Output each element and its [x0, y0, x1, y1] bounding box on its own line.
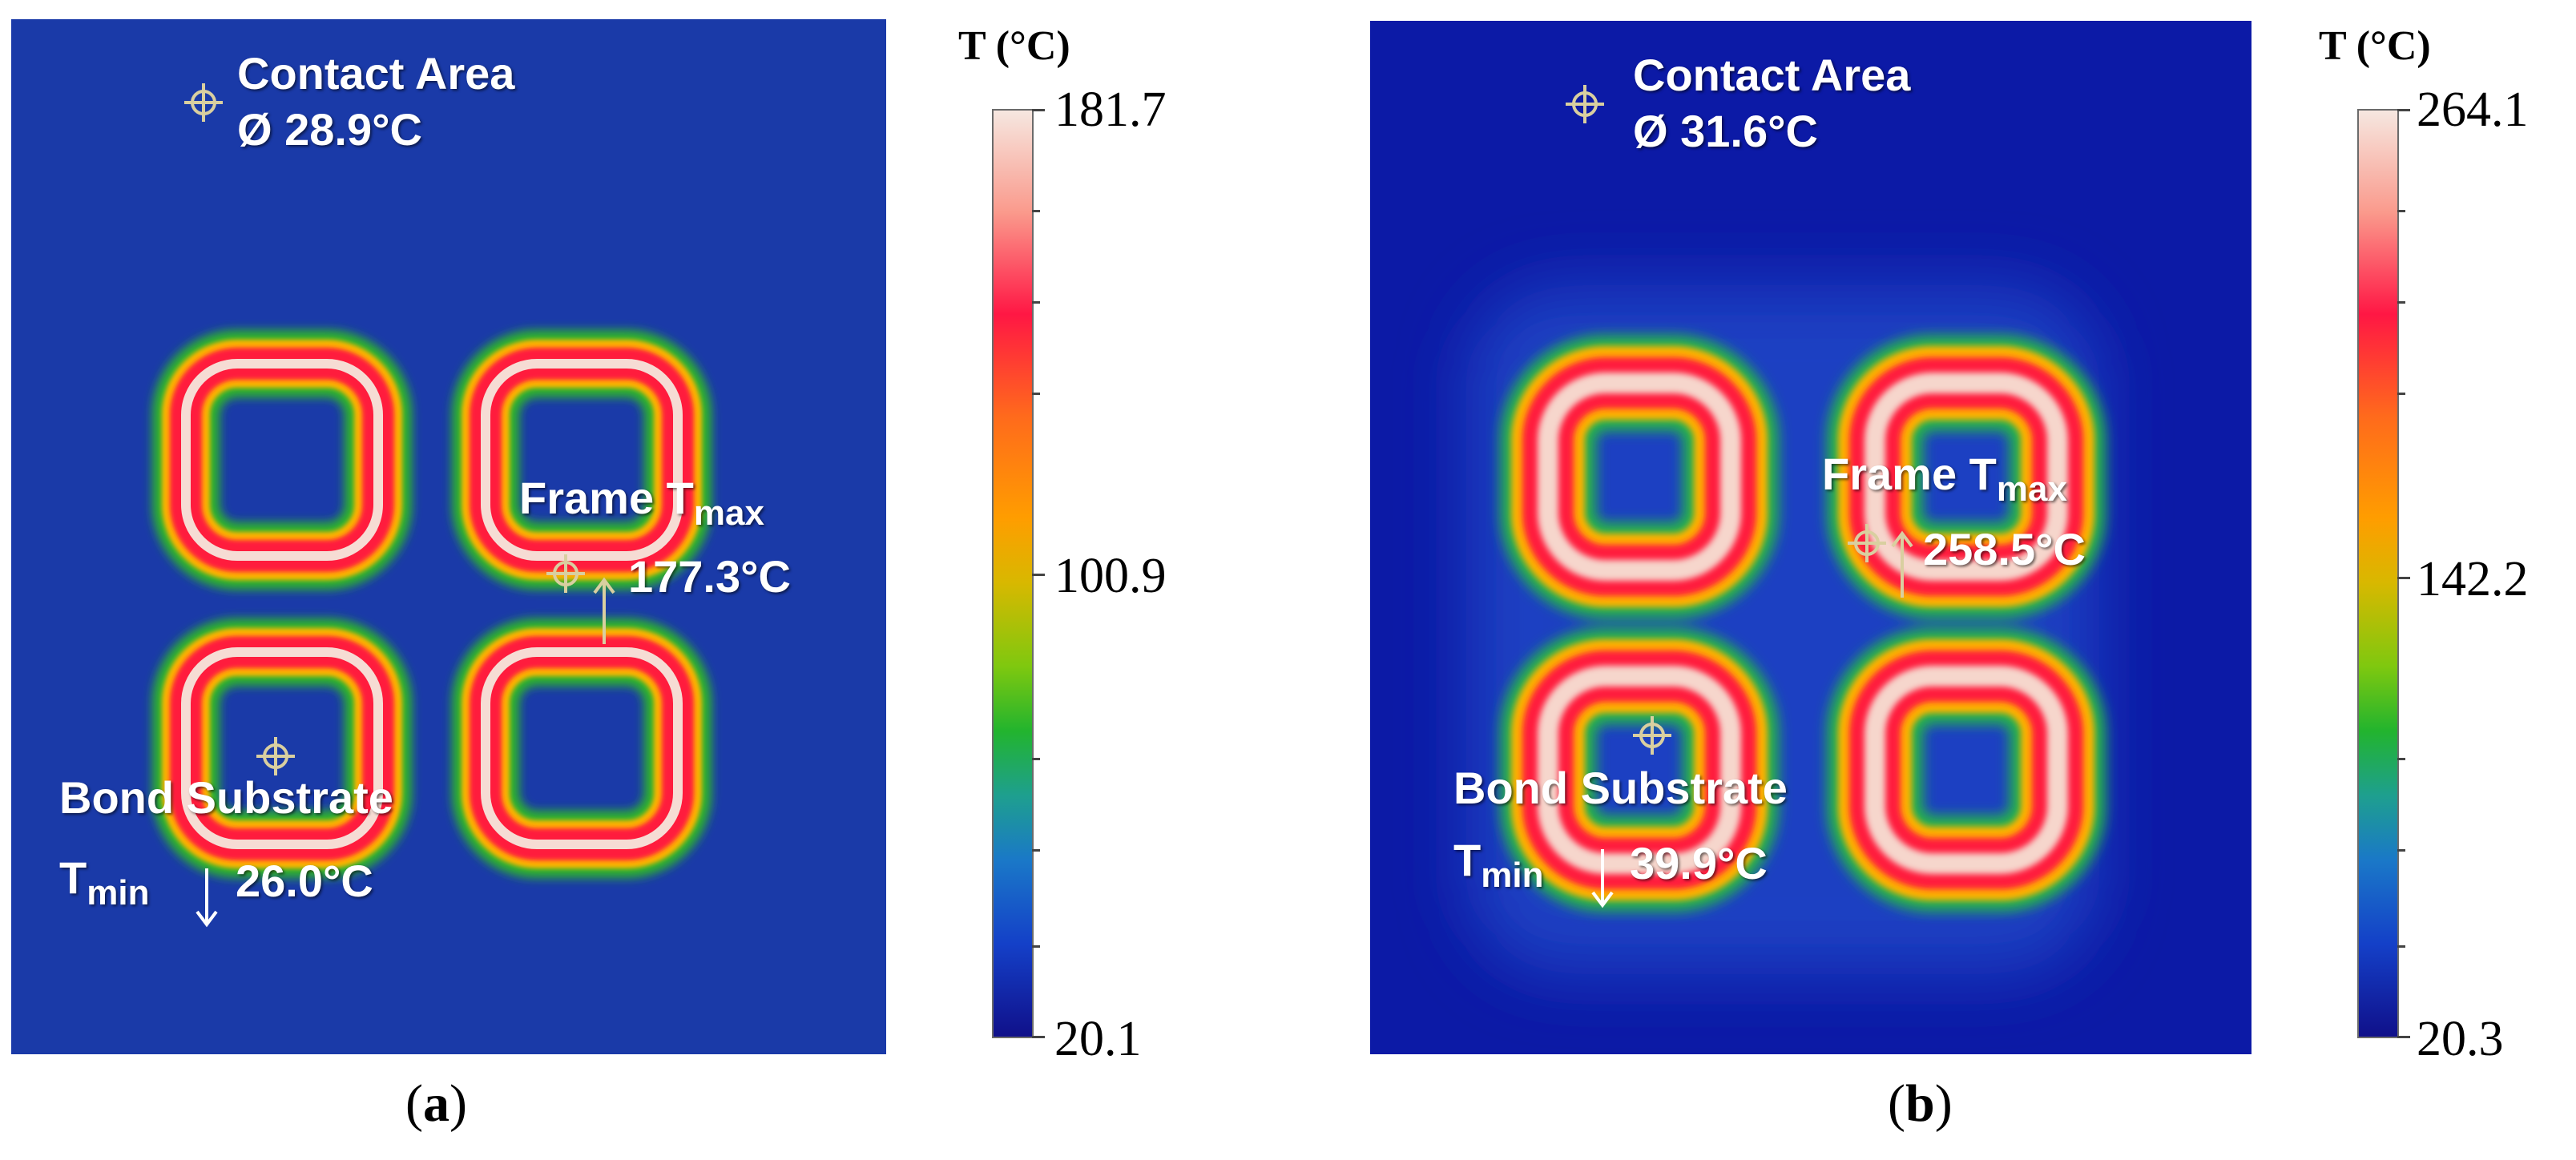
frame-tmax-label: Frame Tmax [519, 473, 764, 533]
colorbar-min-value: 20.3 [2417, 1012, 2504, 1066]
colorbar-b [2357, 109, 2399, 1038]
colorbar-tick [1032, 945, 1040, 948]
colorbar-tick [1032, 849, 1040, 852]
colorbar-tick [2397, 301, 2405, 304]
panel-a: Contact Area Ø 28.9°C Frame Tmax 177.3°C… [0, 0, 1250, 1160]
bond-substrate-label: Bond Substrate [59, 772, 393, 823]
colorbar-mid-value: 142.2 [2417, 552, 2529, 606]
contact-area-label: Contact Area [237, 48, 515, 99]
colorbar-tick [1032, 393, 1040, 395]
colorbar-tick [2397, 393, 2405, 395]
colorbar-tick [1032, 109, 1045, 111]
panel-caption-a: (a) [405, 1074, 467, 1133]
colorbar-tick [1032, 758, 1040, 760]
thermal-image-a-graphic [11, 19, 886, 1054]
colorbar-mid-value: 100.9 [1054, 549, 1167, 603]
crosshair-icon [256, 737, 295, 775]
contact-area-value: Ø 31.6°C [1633, 106, 1818, 156]
colorbar-tick [1032, 210, 1040, 212]
colorbar-tick [2397, 849, 2405, 852]
colorbar-tick [2397, 577, 2410, 579]
tmin-value: 26.0°C [236, 856, 373, 906]
heated-frames-a [152, 330, 712, 878]
arrow-up-icon [593, 577, 615, 644]
colorbar-title-a: T (°C) [958, 23, 1070, 69]
heated-frames-b [1500, 335, 2106, 912]
frame-tmax-value: 258.5°C [1923, 524, 2086, 574]
thermal-image-b: Contact Area Ø 31.6°C Frame Tmax 258.5°C… [1370, 21, 2251, 1054]
crosshair-icon [1633, 716, 1671, 755]
colorbar-title-b: T (°C) [2319, 23, 2431, 69]
tmin-label: Tmin [59, 852, 150, 912]
arrow-down-icon [196, 868, 218, 928]
tmin-label: Tmin [1453, 835, 1544, 895]
colorbar-tick [2397, 1036, 2410, 1038]
crosshair-icon [1566, 85, 1604, 123]
frame-tmax-label: Frame Tmax [1822, 449, 2067, 509]
colorbar-min-value: 20.1 [1054, 1012, 1142, 1066]
bond-substrate-label: Bond Substrate [1453, 763, 1788, 813]
colorbar-max-value: 264.1 [2417, 83, 2529, 137]
thermal-image-a: Contact Area Ø 28.9°C Frame Tmax 177.3°C… [11, 19, 886, 1054]
tmin-value: 39.9°C [1630, 838, 1768, 888]
colorbar-tick [2397, 945, 2405, 948]
colorbar-tick [2397, 109, 2410, 111]
colorbar-tick [2397, 210, 2405, 212]
colorbar-tick [1032, 301, 1040, 304]
colorbar-tick [1032, 1036, 1045, 1038]
arrow-down-icon [1591, 849, 1614, 908]
thermal-background-a [11, 19, 886, 1054]
arrow-up-icon [1891, 530, 1913, 598]
contact-area-label: Contact Area [1633, 50, 1911, 100]
panel-caption-b: (b) [1888, 1074, 1953, 1133]
frame-tmax-value: 177.3°C [628, 551, 791, 602]
warm-zone-b [1466, 285, 2099, 974]
crosshair-icon [184, 83, 223, 122]
colorbar-tick [1032, 574, 1045, 576]
crosshair-icon [1848, 524, 1886, 562]
crosshair-icon [546, 554, 585, 593]
colorbar-a [992, 109, 1034, 1038]
colorbar-tick [2397, 758, 2405, 760]
contact-area-value: Ø 28.9°C [237, 104, 422, 155]
panel-b: Contact Area Ø 31.6°C Frame Tmax 258.5°C… [1322, 0, 2576, 1160]
colorbar-max-value: 181.7 [1054, 83, 1167, 137]
thermal-image-b-graphic [1370, 21, 2251, 1054]
